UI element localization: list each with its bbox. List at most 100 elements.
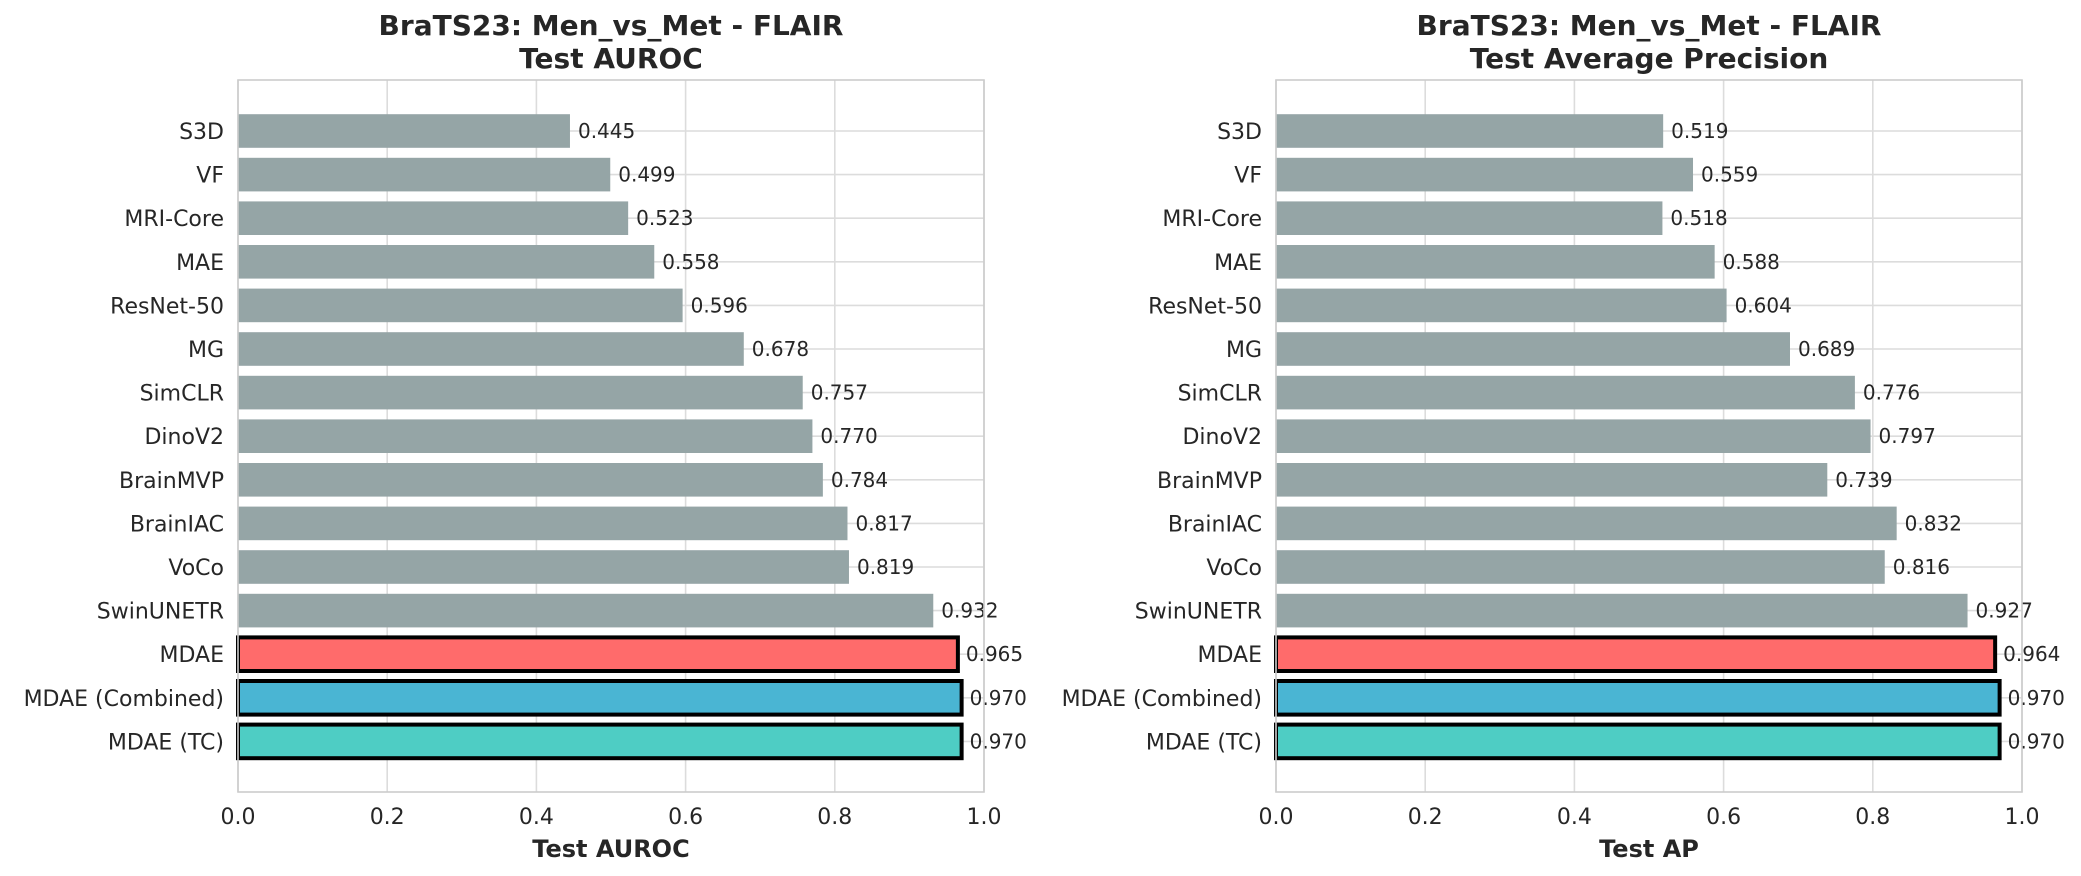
data-label: 0.970 — [970, 686, 1027, 710]
y-tick-label: MRI-Core — [1162, 207, 1262, 232]
bar-mdae-tc- — [236, 722, 964, 761]
bar-s3d — [1276, 114, 1664, 148]
data-label: 0.819 — [857, 555, 914, 579]
data-label: 0.558 — [662, 250, 719, 274]
bar-brainiac — [238, 506, 848, 541]
bar-mdae-tc- — [1274, 722, 2002, 761]
bar-resnet-50 — [1276, 288, 1727, 323]
chart-title-line-1: BraTS23: Men_vs_Met - FLAIR — [379, 9, 844, 42]
y-tick-label: MAE — [1214, 251, 1262, 276]
chart-title-line-2: Test AUROC — [519, 42, 703, 75]
y-tick-label: MAE — [176, 251, 224, 276]
x-tick-label: 0.8 — [817, 805, 852, 830]
data-label: 0.832 — [1905, 511, 1962, 535]
bar-dinov2 — [238, 419, 813, 453]
y-tick-label: S3D — [179, 120, 224, 145]
y-tick-label: MDAE (Combined) — [24, 687, 224, 712]
bar-resnet-50 — [238, 288, 683, 323]
data-label: 0.604 — [1735, 293, 1792, 317]
y-tick-label: SimCLR — [1178, 382, 1262, 407]
bar-voco — [1276, 550, 1885, 584]
y-tick-label: MRI-Core — [124, 207, 224, 232]
data-label: 0.797 — [1879, 424, 1936, 448]
y-tick-label: VF — [196, 164, 224, 189]
y-tick-label: BrainMVP — [1157, 469, 1262, 494]
data-label: 0.970 — [2008, 686, 2065, 710]
x-tick-label: 0.0 — [221, 805, 256, 830]
data-label: 0.964 — [2003, 642, 2060, 666]
x-tick-label: 0.8 — [1855, 805, 1890, 830]
x-tick-label: 0.6 — [668, 805, 703, 830]
data-label: 0.927 — [1976, 599, 2033, 623]
y-tick-label: SimCLR — [140, 382, 224, 407]
data-label: 0.970 — [2008, 729, 2065, 753]
bar-mdae — [236, 635, 960, 674]
x-tick-label: 0.2 — [370, 805, 405, 830]
data-label: 0.816 — [1893, 555, 1950, 579]
data-label: 0.678 — [752, 337, 809, 361]
bar-brainiac — [1276, 506, 1897, 541]
y-tick-label: DinoV2 — [144, 425, 224, 450]
data-label: 0.559 — [1701, 163, 1758, 187]
bar-voco — [238, 550, 849, 584]
data-label: 0.596 — [691, 293, 748, 317]
data-label: 0.817 — [855, 511, 912, 535]
data-label: 0.445 — [578, 119, 635, 143]
x-tick-label: 1.0 — [967, 805, 1002, 830]
y-tick-label: MDAE (TC) — [1146, 730, 1262, 755]
bar-simclr — [238, 375, 803, 410]
data-label: 0.932 — [941, 599, 998, 623]
plot-frame — [237, 79, 985, 793]
data-label: 0.757 — [811, 381, 868, 405]
y-tick-label: ResNet-50 — [110, 294, 224, 319]
data-label: 0.784 — [831, 468, 888, 492]
bar-mg — [238, 332, 744, 366]
data-label: 0.499 — [618, 163, 675, 187]
x-axis-label: Test AP — [1599, 835, 1699, 863]
bar-mdae-combined- — [1274, 679, 2002, 717]
y-tick-label: MDAE — [160, 643, 225, 668]
y-tick-label: MDAE (TC) — [108, 730, 224, 755]
y-tick-label: BrainMVP — [119, 469, 224, 494]
data-label: 0.689 — [1798, 337, 1855, 361]
y-tick-label: ResNet-50 — [1148, 294, 1262, 319]
bar-vf — [1276, 157, 1694, 192]
x-tick-label: 0.0 — [1259, 805, 1294, 830]
bar-simclr — [1276, 375, 1855, 410]
y-tick-label: DinoV2 — [1182, 425, 1262, 450]
bar-mri-core — [238, 201, 629, 235]
bar-swinunetr — [1276, 593, 1968, 628]
x-tick-label: 0.4 — [519, 805, 554, 830]
bar-mae — [238, 245, 655, 279]
data-label: 0.970 — [970, 729, 1027, 753]
y-tick-label: MDAE (Combined) — [1062, 687, 1262, 712]
x-axis-label: Test AUROC — [532, 835, 689, 863]
x-tick-label: 0.6 — [1706, 805, 1741, 830]
bar-mdae — [1274, 635, 1998, 674]
y-tick-label: SwinUNETR — [1135, 600, 1262, 625]
chart-title-line-1: BraTS23: Men_vs_Met - FLAIR — [1417, 9, 1882, 42]
y-tick-label: SwinUNETR — [97, 600, 224, 625]
bar-swinunetr — [238, 593, 934, 628]
y-tick-label: VF — [1234, 164, 1262, 189]
plot-frame — [1275, 79, 2023, 793]
bar-mg — [1276, 332, 1790, 366]
bar-vf — [238, 157, 611, 192]
y-tick-label: BrainIAC — [130, 512, 224, 537]
bar-mri-core — [1276, 201, 1663, 235]
x-tick-label: 0.4 — [1557, 805, 1592, 830]
y-tick-label: MDAE — [1198, 643, 1263, 668]
chart-panel-1: 0.445 S3D 0.499 VF 0.523 MRI-Core 0.558 MAE 0.59… — [24, 9, 1027, 863]
y-tick-label: VoCo — [1206, 556, 1262, 581]
chart-panel-2: 0.519S3D0.559VF0.518MRI-Core0.588MAE0.60… — [1062, 9, 2065, 863]
data-label: 0.739 — [1835, 468, 1892, 492]
chart-title-line-2: Test Average Precision — [1470, 42, 1829, 75]
bar-s3d — [238, 114, 570, 148]
y-tick-label: BrainIAC — [1168, 512, 1262, 537]
y-tick-label: MG — [188, 338, 224, 363]
y-tick-label: MG — [1226, 338, 1262, 363]
y-tick-label: S3D — [1217, 120, 1262, 145]
data-label: 0.519 — [1671, 119, 1728, 143]
x-tick-label: 0.2 — [1408, 805, 1443, 830]
